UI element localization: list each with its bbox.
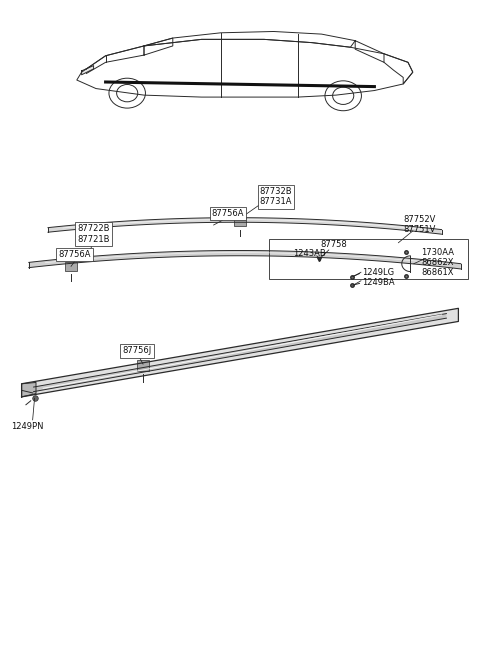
Text: 87722B
87721B: 87722B 87721B — [77, 224, 110, 244]
Text: 1249BA: 1249BA — [362, 277, 395, 287]
Text: 87756J: 87756J — [122, 346, 151, 356]
Polygon shape — [22, 382, 36, 397]
Text: 1249PN: 1249PN — [12, 422, 44, 431]
Bar — [65, 262, 77, 271]
Text: 87758: 87758 — [320, 240, 347, 249]
Polygon shape — [82, 66, 94, 75]
Text: 87756A: 87756A — [212, 209, 244, 218]
Text: 87756A: 87756A — [58, 250, 91, 259]
Text: 1730AA
86862X
86861X: 1730AA 86862X 86861X — [421, 247, 454, 277]
Polygon shape — [48, 218, 442, 234]
Text: 87752V
87751V: 87752V 87751V — [404, 215, 436, 234]
Bar — [269, 239, 468, 279]
Text: 87732B
87731A: 87732B 87731A — [260, 187, 292, 207]
Bar — [234, 217, 246, 226]
Text: 1243AB: 1243AB — [293, 249, 326, 258]
Polygon shape — [34, 314, 446, 392]
Bar — [137, 360, 149, 371]
Polygon shape — [29, 251, 461, 269]
Polygon shape — [22, 308, 458, 397]
Text: 1249LG: 1249LG — [362, 268, 395, 277]
